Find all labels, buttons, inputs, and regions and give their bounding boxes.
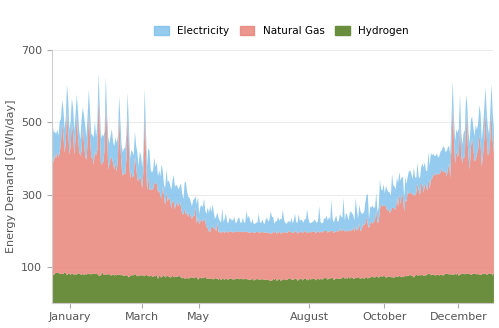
Y-axis label: Energy Demand [GWh/day]: Energy Demand [GWh/day] — [5, 100, 15, 253]
Legend: Electricity, Natural Gas, Hydrogen: Electricity, Natural Gas, Hydrogen — [150, 22, 413, 40]
